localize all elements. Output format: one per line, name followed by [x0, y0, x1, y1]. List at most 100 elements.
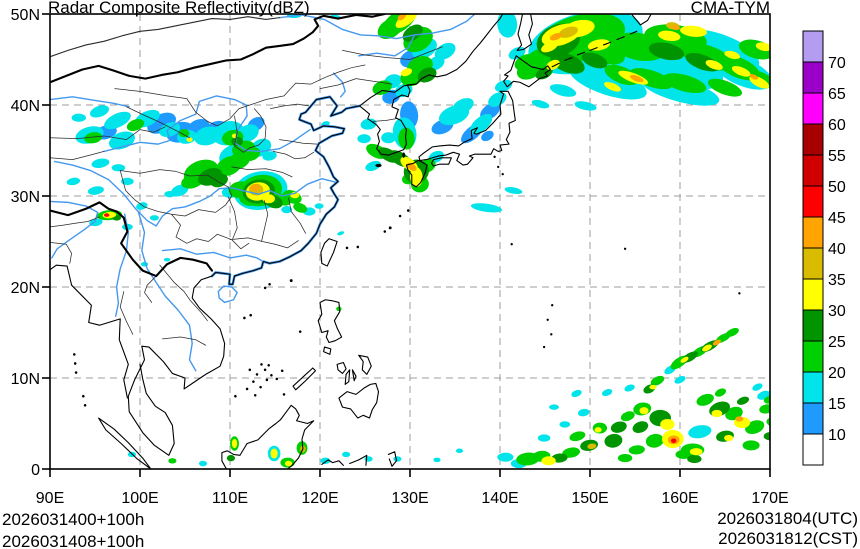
radar-echo [87, 186, 104, 195]
radar-echo [549, 33, 562, 41]
init-time-utc: 2026031400+100h [2, 510, 144, 529]
radar-echo [251, 184, 260, 191]
radar-echo [84, 132, 103, 144]
lon-tick-label: 150E [571, 490, 608, 507]
valid-time-utc: 2026031804(UTC) [717, 509, 858, 528]
radar-echo [587, 39, 611, 51]
myanmar-bangladesh-coast [50, 265, 128, 398]
province-borders-west [50, 107, 190, 160]
lat-tick-label: 10N [11, 371, 40, 388]
radar-echo-layer [66, 14, 770, 469]
radar-echo [198, 460, 208, 467]
legend-value-label: 35 [828, 272, 846, 289]
map-area [50, 14, 770, 469]
mekong-river [138, 211, 196, 370]
radar-echo [680, 356, 689, 363]
radar-echo [742, 440, 760, 451]
radar-echo [763, 396, 770, 404]
legend-segment [802, 30, 824, 63]
shikoku-coast [432, 158, 452, 166]
axis-ticks [42, 13, 771, 477]
legend-segment [802, 185, 824, 218]
radar-echo [66, 177, 81, 186]
coastlines-layer [50, 14, 651, 469]
borneo-coast [222, 405, 314, 469]
amur-river [280, 14, 475, 39]
radar-echo [136, 202, 148, 210]
radar-echo [629, 68, 673, 90]
radar-echo [337, 231, 345, 236]
radar-echo [752, 383, 763, 391]
radar-echo [398, 127, 415, 150]
radar-echo [497, 14, 518, 38]
radar-echo [159, 122, 181, 137]
legend-segment [802, 433, 824, 466]
legend-segment [802, 340, 824, 373]
legend-segment [802, 309, 824, 342]
radar-echo [488, 92, 507, 107]
radar-echo [434, 42, 456, 60]
radar-echo [569, 63, 647, 100]
tarim-river [50, 97, 129, 107]
radar-echo [121, 177, 134, 186]
radar-echo [671, 25, 680, 30]
radar-echo [550, 52, 585, 74]
radar-echo [549, 84, 577, 97]
radar-echo [617, 453, 633, 463]
legend-value-label: 55 [828, 148, 846, 165]
radar-echo [624, 384, 635, 392]
radar-echo [581, 52, 608, 69]
radar-echo [89, 218, 103, 227]
page-title: Radar Composite Reflectivity(dBZ) [48, 0, 310, 17]
radar-echo [629, 75, 644, 83]
radar-echo [395, 14, 418, 29]
radar-echo [541, 41, 558, 53]
radar-echo [731, 65, 751, 77]
radar-echo [724, 434, 734, 442]
radar-echo [632, 421, 649, 433]
radar-echo [481, 130, 494, 142]
legend-value-label: 60 [828, 117, 846, 134]
radar-echo [569, 431, 586, 442]
radar-echo [680, 25, 707, 37]
lat-tick-label: 20N [11, 280, 40, 297]
salween-river [116, 214, 129, 316]
radar-echo [504, 187, 523, 195]
hokkaido-coast [504, 56, 551, 87]
legend-value-label: 20 [828, 365, 846, 382]
radar-echo [393, 456, 402, 462]
radar-echo [707, 78, 743, 97]
radar-echo [455, 448, 464, 454]
radar-echo [649, 384, 657, 390]
radar-echo [759, 404, 770, 414]
radar-echo [660, 418, 675, 430]
radar-echo [284, 460, 293, 467]
radar-echo [231, 438, 238, 449]
radar-echo [262, 194, 276, 204]
province-borders-northeast [320, 47, 442, 89]
legend-value-label: 30 [828, 303, 846, 320]
mongolia-russia-border [50, 17, 280, 57]
radar-echo [559, 421, 571, 428]
radar-echo [342, 451, 351, 458]
legend-segment [802, 154, 824, 187]
hainan-island-outline [218, 286, 237, 302]
radar-echo [357, 134, 371, 144]
radar-echo [397, 14, 407, 21]
small-islands-layer [73, 152, 741, 407]
legend-value-label: 10 [828, 427, 846, 444]
radar-echo [90, 105, 109, 118]
china-coast [128, 97, 359, 456]
radar-echo [687, 454, 702, 464]
radar-echo [645, 433, 664, 448]
korea-dmz-border [373, 119, 396, 122]
south-asia-borders [50, 217, 100, 263]
legend-segment [802, 247, 824, 280]
radar-echo [262, 151, 277, 161]
legend-segment [802, 278, 824, 311]
radar-echo [628, 445, 645, 455]
legend-segment [802, 123, 824, 156]
axis-tick-labels: 90E 100E 110E 120E 130E 140E 150E 160E 170E 0 10N 2… [11, 7, 789, 507]
radar-echo [231, 136, 244, 146]
